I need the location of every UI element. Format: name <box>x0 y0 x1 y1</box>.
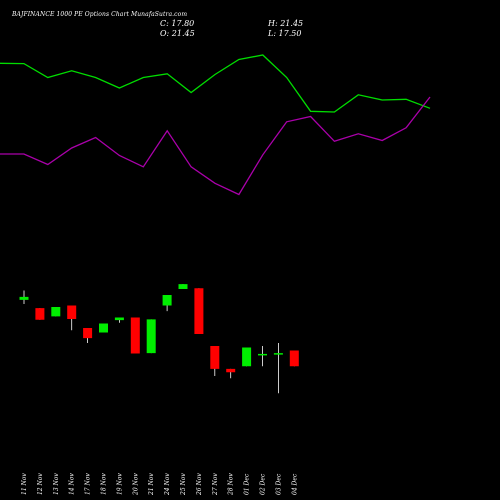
candle-body <box>258 353 267 356</box>
candle-body <box>242 347 252 367</box>
candle-body <box>51 307 61 317</box>
lower-line-series <box>0 96 431 196</box>
date-label: 03 Dec <box>275 473 282 495</box>
candle-body <box>19 296 29 300</box>
date-label: 14 Nov <box>69 473 76 495</box>
date-label: 21 Nov <box>148 473 155 496</box>
date-label: 28 Nov <box>228 473 235 496</box>
date-label: 17 Nov <box>85 473 92 495</box>
candle-body <box>226 368 236 373</box>
date-label: 01 Dec <box>244 473 251 495</box>
candle-body <box>67 305 77 319</box>
date-label: 24 Nov <box>164 473 171 496</box>
candle-body <box>162 295 172 306</box>
date-label: 25 Nov <box>180 473 187 496</box>
candle-body <box>194 288 204 334</box>
date-label: 13 Nov <box>53 473 60 495</box>
candle-body <box>114 317 124 321</box>
date-label: 11 Nov <box>21 473 28 495</box>
date-labels: 11 Nov 12 Nov 13 Nov 14 Nov 17 Nov 18 Nov 19 N… <box>21 473 298 496</box>
upper-line-series <box>0 54 431 113</box>
low-value: L: 17.50 <box>268 29 302 38</box>
candle-body <box>273 353 283 355</box>
date-label: 12 Nov <box>37 473 44 495</box>
date-label: 20 Nov <box>132 473 139 496</box>
date-label: 26 Nov <box>196 473 203 496</box>
candle-body <box>35 308 45 320</box>
date-label: 27 Nov <box>212 473 219 496</box>
open-value: O: 21.45 <box>160 29 195 38</box>
candle-body <box>83 328 93 339</box>
candle-body <box>289 350 299 367</box>
candle-body <box>99 323 108 333</box>
chart-title: BAJFINANCE 1000 PE Options Chart MunafaS… <box>12 11 188 18</box>
date-label: 02 Dec <box>260 473 267 495</box>
candle-body <box>130 317 140 354</box>
high-value: H: 21.45 <box>268 19 304 28</box>
date-label: 04 Dec <box>291 473 298 495</box>
date-label: 18 Nov <box>101 473 108 495</box>
close-value: C: 17.80 <box>160 19 195 28</box>
date-label: 19 Nov <box>116 473 123 495</box>
indicator-lines <box>0 54 431 196</box>
candles <box>19 284 299 394</box>
candle-body <box>210 346 220 369</box>
candle-body <box>146 319 156 354</box>
candle-body <box>178 284 188 289</box>
